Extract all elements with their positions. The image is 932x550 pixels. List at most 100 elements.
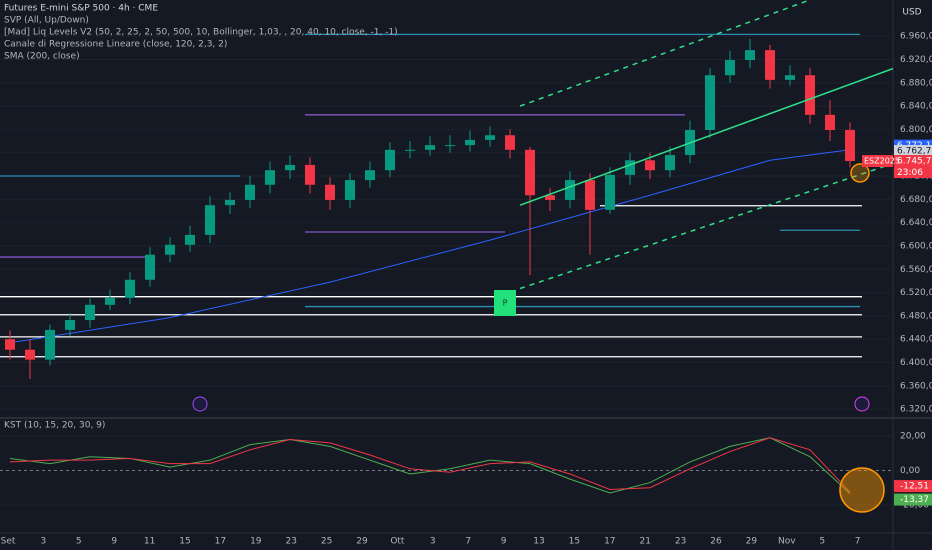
candle-body bbox=[805, 75, 815, 115]
currency[interactable]: USD bbox=[902, 8, 921, 18]
candle-body bbox=[765, 50, 775, 80]
y-tick-label: 6.680,00 bbox=[900, 195, 932, 205]
value-tag bbox=[894, 493, 932, 506]
price-tag bbox=[894, 145, 932, 158]
candle-body bbox=[365, 170, 375, 181]
candle-body bbox=[345, 180, 355, 200]
candle-body bbox=[845, 129, 855, 162]
candle-body bbox=[385, 149, 395, 171]
value-tag bbox=[894, 480, 932, 493]
candle-body bbox=[165, 244, 175, 255]
overlay: P Futures E-mini S&P 500 · 4h · CME SVP … bbox=[1, 4, 932, 547]
y-tick-label: 6.880,00 bbox=[900, 78, 932, 88]
candle-body bbox=[5, 339, 15, 350]
marker-label: P bbox=[503, 299, 508, 308]
candle-body bbox=[745, 50, 755, 61]
x-tick-label: 3 bbox=[41, 537, 47, 547]
candle-body bbox=[785, 75, 795, 80]
candle-body bbox=[645, 160, 655, 171]
x-tick-label: 5 bbox=[819, 537, 825, 547]
indicator-label: Canale di Regressione Lineare (close, 12… bbox=[4, 40, 227, 50]
y-tick-label: 6.920,00 bbox=[900, 55, 932, 65]
event-icon[interactable] bbox=[854, 396, 870, 412]
x-tick-label: Ott bbox=[390, 537, 405, 547]
candle-body bbox=[85, 304, 95, 320]
x-tick-label: 23 bbox=[675, 537, 686, 547]
x-tick-label: Nov bbox=[778, 537, 796, 547]
symbol-title: Futures E-mini S&P 500 · 4h · CME bbox=[4, 4, 158, 14]
x-tick-label: 7 bbox=[465, 537, 471, 547]
price-pane bbox=[0, 0, 893, 379]
y-tick-label: 6.560,00 bbox=[900, 265, 932, 275]
price-tag-label: 6.745,75 bbox=[897, 157, 932, 167]
candle-body bbox=[565, 180, 575, 200]
x-tick-label: 9 bbox=[111, 537, 117, 547]
y-tick-label: 6.440,00 bbox=[900, 335, 932, 345]
x-tick-label: 21 bbox=[639, 537, 650, 547]
x-tick-label: 11 bbox=[144, 537, 155, 547]
candle-body bbox=[825, 114, 835, 130]
x-tick-label: Set bbox=[1, 537, 16, 547]
x-tick-label: 19 bbox=[250, 537, 262, 547]
indicator-label: SMA (200, close) bbox=[4, 52, 80, 62]
y-tick-label: 20,00 bbox=[900, 432, 926, 442]
candle-body bbox=[325, 184, 335, 200]
candle-body bbox=[225, 199, 235, 206]
timer-tag bbox=[894, 167, 932, 179]
x-tick-label: 9 bbox=[501, 537, 507, 547]
x-tick-label: 7 bbox=[855, 537, 861, 547]
x-tick-label: 17 bbox=[604, 537, 615, 547]
symbol-tag-label: ESZ2025 bbox=[864, 157, 900, 166]
price-tag-label: 6.762,75 bbox=[897, 147, 932, 157]
x-tick-label: 25 bbox=[321, 537, 332, 547]
candle-body bbox=[265, 170, 275, 185]
indicator-label: KST (10, 15, 20, 30, 9) bbox=[4, 421, 105, 431]
candle-body bbox=[65, 319, 75, 330]
y-tick-label: 6.800,00 bbox=[900, 125, 932, 135]
candle-body bbox=[625, 160, 635, 175]
candle-body bbox=[725, 60, 735, 76]
y-tick-label: 6.600,00 bbox=[900, 241, 932, 251]
candle-body bbox=[465, 139, 475, 146]
y-tick-label: 0,00 bbox=[900, 466, 920, 476]
symbol-tag bbox=[862, 155, 893, 168]
regression-mid bbox=[519, 67, 893, 206]
y-tick-label: 6.480,00 bbox=[900, 311, 932, 321]
candle-body bbox=[605, 174, 615, 210]
timer-label: 23:06 bbox=[897, 168, 923, 178]
candle-body bbox=[445, 145, 455, 147]
price-tag bbox=[894, 155, 932, 168]
x-tick-label: 13 bbox=[533, 537, 544, 547]
x-tick-label: 29 bbox=[356, 537, 368, 547]
y-tick-label: 6.400,00 bbox=[900, 358, 932, 368]
candle-body bbox=[405, 149, 415, 151]
y-tick-label: 6.640,00 bbox=[900, 218, 932, 228]
x-tick-label: 17 bbox=[215, 537, 226, 547]
highlight-circle bbox=[839, 467, 885, 513]
candle-body bbox=[545, 195, 555, 200]
event-icon[interactable] bbox=[192, 396, 208, 412]
candle-body bbox=[245, 184, 255, 200]
candle-body bbox=[505, 135, 515, 150]
indicator-label: SVP (All, Up/Down) bbox=[4, 16, 89, 26]
x-tick-label: 15 bbox=[569, 537, 580, 547]
x-tick-label: 3 bbox=[430, 537, 436, 547]
candle-body bbox=[145, 254, 155, 280]
x-tick-label: 15 bbox=[179, 537, 190, 547]
kst-line bbox=[9, 437, 851, 494]
value-tag-label: -12,51 bbox=[900, 482, 929, 492]
candle-body bbox=[705, 75, 715, 130]
candle-body bbox=[125, 279, 135, 298]
candle-body bbox=[665, 155, 675, 171]
y-tick-label: 6.360,00 bbox=[900, 381, 932, 391]
y-tick-label: 6.840,00 bbox=[900, 102, 932, 112]
candle-body bbox=[285, 164, 295, 171]
y-tick-label: 6.520,00 bbox=[900, 288, 932, 298]
highlight-circle bbox=[850, 163, 870, 183]
y-tick-label: 6.320,00 bbox=[900, 405, 932, 415]
candle-body bbox=[25, 349, 35, 360]
candle-body bbox=[105, 297, 115, 305]
x-tick-label: 29 bbox=[746, 537, 758, 547]
x-tick-label: 26 bbox=[710, 537, 722, 547]
